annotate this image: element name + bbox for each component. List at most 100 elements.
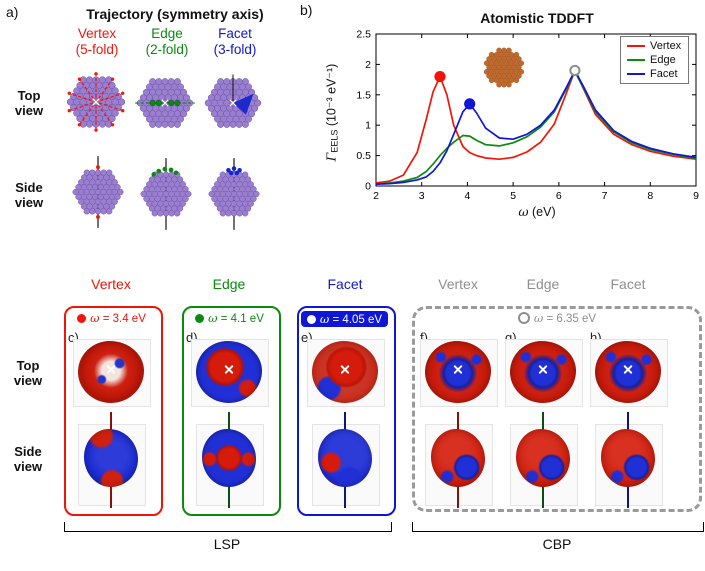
lsp-label: LSP bbox=[213, 536, 241, 552]
gamma-subscript: EELS bbox=[329, 129, 340, 153]
omega-value: = 6.35 eV bbox=[543, 313, 597, 325]
column-header-vertex: Vertex (5-fold) bbox=[62, 26, 132, 58]
panel-letter-g: g) bbox=[505, 330, 517, 345]
beam-position-marker-icon bbox=[623, 364, 634, 375]
charge-density-e-top bbox=[312, 341, 378, 403]
omega-value: = 4.1 eV bbox=[217, 313, 264, 325]
omega-symbol: ω bbox=[518, 204, 529, 219]
omega-symbol: ω bbox=[533, 311, 544, 325]
cbp-label: CBP bbox=[542, 536, 572, 552]
svg-text:7: 7 bbox=[602, 190, 608, 202]
chart-legend: Vertex Edge Facet bbox=[620, 36, 690, 84]
lsp-header-facet: Facet bbox=[327, 276, 363, 292]
panel-b-label: b) bbox=[300, 2, 313, 18]
column-name: Vertex bbox=[77, 26, 117, 41]
svg-text:3: 3 bbox=[419, 190, 425, 202]
legend-label-edge: Edge bbox=[650, 54, 676, 66]
panel-letter-c: c) bbox=[68, 330, 79, 345]
charge-density-e-side bbox=[318, 429, 372, 487]
lsp-header-edge: Edge bbox=[212, 276, 246, 292]
cbp-header-facet: Facet bbox=[610, 276, 646, 292]
legend-label-facet: Facet bbox=[650, 68, 678, 80]
omega-symbol: ω bbox=[90, 311, 100, 325]
omega-badge-e: ω = 4.05 eV bbox=[297, 311, 392, 327]
chart-title: Atomistic TDDFT bbox=[480, 10, 594, 26]
charge-density-f-top bbox=[425, 341, 491, 403]
charge-density-d-top bbox=[196, 341, 262, 403]
legend-label-vertex: Vertex bbox=[650, 40, 682, 52]
nanoparticle-facet-side bbox=[208, 158, 260, 230]
beam-position-marker-icon bbox=[106, 364, 117, 375]
x-axis-label: ω (eV) bbox=[437, 204, 637, 219]
column-header-facet: Facet (3-fold) bbox=[200, 26, 270, 58]
y-axis-label: ΓEELS (10⁻³ eV⁻¹) bbox=[324, 18, 341, 208]
svg-text:0: 0 bbox=[365, 181, 371, 193]
svg-text:5: 5 bbox=[510, 190, 516, 202]
charge-density-h-side bbox=[601, 429, 655, 487]
omega-value: = 3.4 eV bbox=[99, 313, 146, 325]
facet-trajectory-overlay bbox=[229, 74, 254, 115]
panel-letter-h: h) bbox=[590, 330, 602, 345]
beam-position-marker-icon bbox=[538, 364, 549, 375]
svg-text:4: 4 bbox=[465, 190, 471, 202]
charge-density-d-side bbox=[202, 429, 256, 487]
nanoparticle-edge-top bbox=[135, 78, 195, 128]
svg-text:2.5: 2.5 bbox=[356, 29, 371, 41]
charge-density-g-top bbox=[510, 341, 576, 403]
panel-letter-e: e) bbox=[301, 330, 313, 345]
vertex-trajectory-overlay bbox=[67, 72, 125, 132]
eels-spectrum-chart: 2 3 4 5 6 7 8 9 0 0.5 1 1.5 2 2.5 bbox=[356, 29, 699, 203]
column-name: Facet bbox=[218, 26, 252, 41]
beam-position-marker-icon bbox=[340, 364, 351, 375]
svg-text:2: 2 bbox=[373, 190, 379, 202]
bottom-row-label-side-view: Side view bbox=[13, 444, 43, 474]
marker-dot-icon bbox=[195, 313, 205, 323]
panel-letter-d: d) bbox=[186, 330, 198, 345]
bottom-row-label-top-view: Top view bbox=[13, 358, 43, 388]
beam-position-marker-icon bbox=[453, 364, 464, 375]
edge-trajectory-overlay bbox=[135, 99, 195, 107]
charge-density-f-side bbox=[431, 429, 485, 487]
nanoparticle-edge-side bbox=[140, 158, 192, 230]
cbp-bracket bbox=[412, 522, 704, 532]
legend-line-vertex-icon bbox=[627, 45, 645, 47]
omega-badge-c: ω = 3.4 eV bbox=[64, 311, 159, 325]
legend-item-facet: Facet bbox=[627, 68, 681, 80]
omega-symbol: ω bbox=[319, 312, 330, 326]
svg-text:9: 9 bbox=[693, 190, 699, 202]
legend-item-vertex: Vertex bbox=[627, 40, 681, 52]
column-fold: (2-fold) bbox=[145, 42, 189, 57]
nanoparticle-vertex-top bbox=[66, 72, 126, 132]
inset-nanoparticle bbox=[483, 47, 525, 88]
nanoparticle-vertex-side bbox=[72, 156, 124, 228]
legend-line-facet-icon bbox=[627, 73, 645, 75]
panel-a-title: Trajectory (symmetry axis) bbox=[86, 6, 264, 22]
panel-a-label: a) bbox=[6, 4, 19, 20]
column-fold: (3-fold) bbox=[213, 42, 257, 57]
vertex-side-overlay bbox=[96, 165, 100, 219]
cbp-header-edge: Edge bbox=[526, 276, 560, 292]
svg-text:0.5: 0.5 bbox=[356, 150, 371, 162]
column-header-edge: Edge (2-fold) bbox=[132, 26, 202, 58]
lsp-bracket bbox=[64, 522, 392, 532]
svg-text:8: 8 bbox=[647, 190, 653, 202]
open-marker-dot-icon bbox=[517, 312, 530, 324]
charge-density-g-side bbox=[516, 429, 570, 487]
svg-text:1: 1 bbox=[365, 120, 371, 132]
gamma-symbol: Γ bbox=[323, 152, 339, 162]
marker-dot-icon bbox=[306, 314, 316, 324]
legend-item-edge: Edge bbox=[627, 54, 681, 66]
row-label-top-view: Top view bbox=[14, 88, 44, 118]
marker-dot-icon bbox=[77, 313, 87, 323]
panel-letter-f: f) bbox=[420, 330, 428, 345]
charge-density-c-top bbox=[78, 341, 144, 403]
svg-text:1.5: 1.5 bbox=[356, 89, 371, 101]
charge-density-h-top bbox=[595, 341, 661, 403]
facet-side-overlay bbox=[226, 166, 242, 176]
cbp-header-vertex: Vertex bbox=[438, 276, 478, 292]
legend-line-edge-icon bbox=[627, 59, 645, 61]
row-label-side-view: Side view bbox=[14, 180, 44, 210]
omega-symbol: ω bbox=[208, 311, 218, 325]
column-name: Edge bbox=[151, 26, 183, 41]
omega-badge-d: ω = 4.1 eV bbox=[182, 311, 277, 325]
